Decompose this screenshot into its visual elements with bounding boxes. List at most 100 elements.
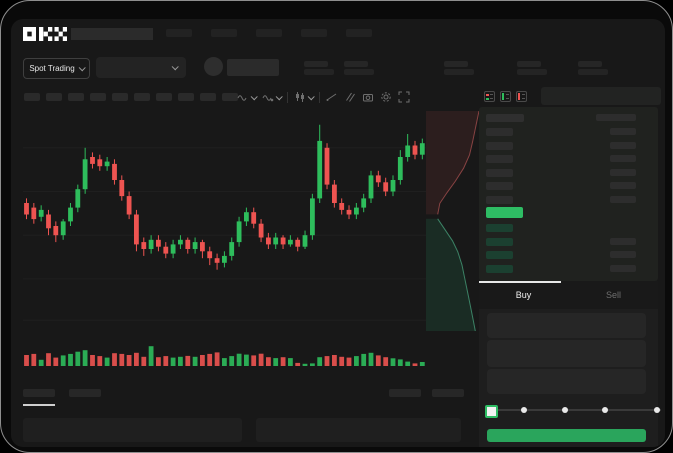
price-skeleton	[486, 238, 513, 246]
candle-body	[46, 214, 51, 229]
pair-dropdown[interactable]	[96, 57, 186, 78]
volume-bar	[317, 357, 323, 366]
volume-bar	[332, 355, 337, 366]
candle-body	[178, 239, 183, 245]
depth-bids-line	[437, 218, 476, 331]
toolbar-item-skeleton[interactable]	[68, 93, 84, 101]
slider-stop-2[interactable]	[562, 407, 568, 413]
price-skeleton	[486, 207, 523, 218]
toolbar-item-skeleton[interactable]	[24, 93, 40, 101]
volume-bar	[75, 351, 81, 366]
toolbar-item-skeleton[interactable]	[90, 93, 106, 101]
nav-item-skeleton[interactable]	[211, 29, 237, 37]
toolbar-item-skeleton[interactable]	[222, 93, 238, 101]
slider-stop-1[interactable]	[521, 407, 527, 413]
price-skeleton	[227, 59, 279, 76]
last-price-row[interactable]	[479, 207, 658, 218]
bid-row-2[interactable]	[479, 238, 658, 246]
ask-row-3[interactable]	[479, 155, 658, 163]
nav-item-skeleton[interactable]	[301, 29, 327, 37]
candle-body	[126, 196, 132, 215]
fullscreen-icon[interactable]	[398, 91, 410, 103]
candle-body	[53, 226, 59, 236]
book-header-row[interactable]	[479, 114, 658, 122]
settings-icon[interactable]	[380, 91, 392, 103]
camera-icon[interactable]	[362, 91, 374, 103]
bid-row-1[interactable]	[479, 224, 658, 232]
stat-value-skeleton	[444, 69, 474, 75]
book-all-icon[interactable]	[484, 91, 495, 102]
candlestick-chart[interactable]	[23, 111, 426, 341]
okx-logo-glyph	[23, 27, 67, 41]
order-input-1[interactable]	[487, 313, 646, 338]
topbar-search-skeleton[interactable]	[71, 28, 153, 40]
compare-icon[interactable]	[344, 91, 356, 103]
amount-skeleton	[610, 265, 636, 272]
toolbar-item-skeleton[interactable]	[200, 93, 216, 101]
ticker-stat-3	[444, 61, 474, 75]
coin-avatar[interactable]	[204, 57, 223, 76]
slider-stop-3[interactable]	[602, 407, 608, 413]
ask-row-4[interactable]	[479, 169, 658, 177]
volume-bar	[346, 357, 352, 366]
candle-body	[31, 207, 37, 220]
market-type-selector[interactable]: Spot Trading	[23, 58, 90, 79]
bid-row-4[interactable]	[479, 265, 658, 273]
volume-bar	[141, 356, 147, 366]
toolbar-item-skeleton[interactable]	[156, 93, 172, 101]
volume-bar	[222, 358, 227, 366]
ask-row-1[interactable]	[479, 128, 658, 136]
market-type-label: Spot Trading	[29, 64, 75, 73]
order-input-3[interactable]	[487, 369, 646, 394]
toolbar-item-skeleton[interactable]	[46, 93, 62, 101]
slider-stop-4[interactable]	[654, 407, 660, 413]
okx-logo[interactable]	[23, 27, 67, 41]
wave-indicator-icon[interactable]	[237, 91, 258, 103]
price-skeleton	[486, 128, 513, 136]
candle-type-icon[interactable]	[294, 91, 315, 103]
order-input-2[interactable]	[487, 340, 646, 367]
bottom-tab-left-1[interactable]	[23, 389, 55, 397]
bottom-tab-left-2[interactable]	[69, 389, 101, 397]
nav-item-skeleton[interactable]	[166, 29, 192, 37]
amount-skeleton	[596, 114, 636, 121]
amount-slider[interactable]	[485, 403, 661, 418]
price-skeleton	[486, 251, 513, 259]
candle-body	[266, 237, 271, 245]
toolbar-divider	[319, 91, 320, 103]
book-bids-icon[interactable]	[500, 91, 511, 102]
volume-bar	[163, 356, 169, 366]
volume-bar	[31, 353, 37, 366]
ask-row-2[interactable]	[479, 142, 658, 150]
book-asks-icon[interactable]	[516, 91, 527, 102]
line-tool-icon[interactable]	[326, 91, 338, 103]
stat-value-skeleton	[517, 69, 547, 75]
volume-bar	[90, 355, 95, 366]
wave-style-icon[interactable]	[262, 91, 283, 103]
ticker-stat-2	[344, 61, 374, 75]
ask-row-5[interactable]	[479, 182, 658, 190]
toolbar-item-skeleton[interactable]	[178, 93, 194, 101]
ask-row-6[interactable]	[479, 196, 658, 204]
bottom-tab-right-2[interactable]	[432, 389, 464, 397]
slider-handle[interactable]	[485, 405, 498, 418]
candle-body	[339, 203, 345, 210]
tab-buy[interactable]: Buy	[515, 290, 532, 300]
volume-bar	[280, 357, 286, 366]
submit-order-button[interactable]	[487, 429, 646, 442]
candle-body	[97, 159, 103, 167]
bottom-tab-right-1[interactable]	[389, 389, 421, 397]
toolbar-item-skeleton[interactable]	[112, 93, 128, 101]
nav-item-skeleton[interactable]	[346, 29, 372, 37]
chevron-down-icon	[307, 92, 315, 100]
amount-skeleton	[610, 128, 636, 135]
candle-body	[310, 198, 315, 236]
nav-item-skeleton[interactable]	[256, 29, 282, 37]
bid-row-3[interactable]	[479, 251, 658, 259]
volume-bar	[324, 356, 330, 366]
tab-sell[interactable]: Sell	[605, 290, 621, 300]
volume-bar	[104, 357, 110, 366]
slider-track[interactable]	[490, 409, 661, 411]
toolbar-item-skeleton[interactable]	[134, 93, 150, 101]
